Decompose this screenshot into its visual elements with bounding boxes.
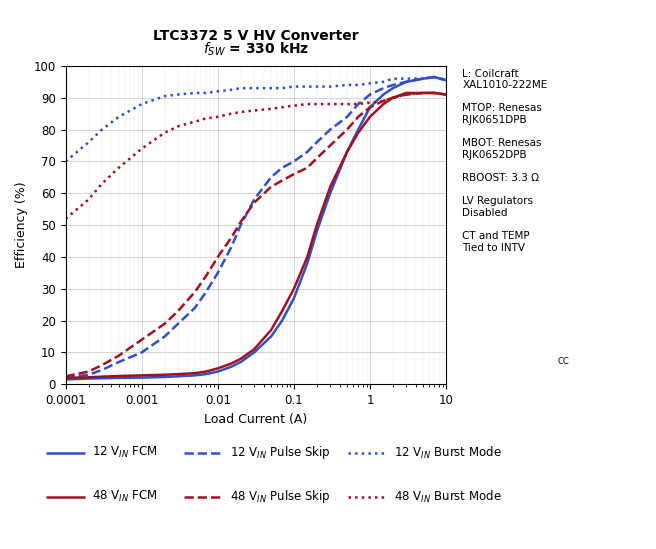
Text: 48 V$_{IN}$ FCM: 48 V$_{IN}$ FCM [92,489,157,505]
Text: CC: CC [558,357,569,366]
Text: L: Coilcraft
XAL1010-222ME

MTOP: Renesas
RJK0651DPB

MBOT: Renesas
RJK0652DPB

: L: Coilcraft XAL1010-222ME MTOP: Renesas… [462,69,548,253]
Text: $f_{SW}$ = 330 kHz: $f_{SW}$ = 330 kHz [203,41,309,58]
Text: 12 V$_{IN}$ Pulse Skip: 12 V$_{IN}$ Pulse Skip [230,445,331,461]
X-axis label: Load Current (A): Load Current (A) [204,413,308,425]
Text: 12 V$_{IN}$ FCM: 12 V$_{IN}$ FCM [92,445,157,461]
Text: 48 V$_{IN}$ Pulse Skip: 48 V$_{IN}$ Pulse Skip [230,489,331,505]
Text: 12 V$_{IN}$ Burst Mode: 12 V$_{IN}$ Burst Mode [394,445,501,461]
Text: LTC3372 5 V HV Converter: LTC3372 5 V HV Converter [153,29,359,43]
Y-axis label: Efficiency (%): Efficiency (%) [15,182,28,268]
Text: 48 V$_{IN}$ Burst Mode: 48 V$_{IN}$ Burst Mode [394,489,501,505]
